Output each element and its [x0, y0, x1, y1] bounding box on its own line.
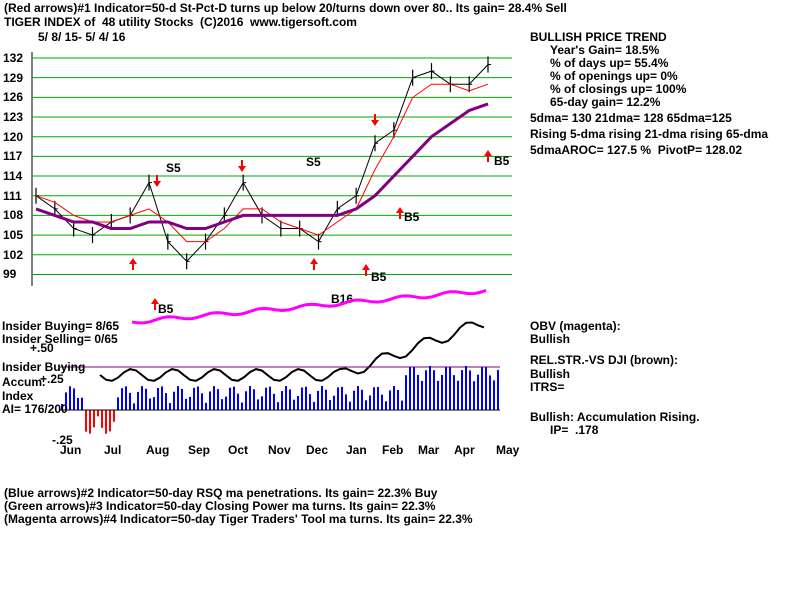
chart-title: TIGER INDEX of 48 utility Stocks (C)2016…: [4, 15, 357, 29]
relstr-line: [99, 321, 485, 382]
plus50-label: +.50: [30, 341, 54, 355]
ma65-line: [35, 102, 489, 230]
x-tick-label: Nov: [268, 443, 291, 457]
insider-buying-label: Insider Buying: [2, 360, 86, 374]
stat-line: Year's Gain= 18.5%: [550, 43, 660, 57]
plus25-label: +.25: [40, 372, 64, 386]
indicator-4-description: (Magenta arrows)#4 Indicator=50-day Tige…: [4, 512, 473, 526]
y-tick-label: 126: [3, 90, 24, 105]
signal-label: S5: [306, 155, 321, 169]
relstr-title: REL.STR.-VS DJI (brown):: [530, 353, 678, 367]
y-tick-label: 123: [3, 110, 24, 125]
ma-values: 5dma= 130 21dma= 128 65dma=125: [530, 111, 732, 125]
stat-line: % of days up= 55.4%: [550, 56, 669, 70]
minus25-label: -.25: [52, 433, 73, 447]
stat-line: 65-day gain= 12.2%: [550, 95, 661, 109]
x-tick-label: Mar: [418, 443, 440, 457]
x-tick-label: Dec: [306, 443, 329, 457]
rising-mas: Rising 5-dma rising 21-dma rising 65-dma: [530, 127, 769, 141]
x-tick-label: Jun: [60, 443, 82, 457]
stat-line: % of closings up= 100%: [550, 82, 687, 96]
signal-label: B5: [371, 270, 387, 284]
signal-label: S5: [166, 161, 181, 175]
aroc-pivot: 5dmaAROC= 127.5 % PivotP= 128.02: [530, 143, 743, 157]
x-tick-label: Jul: [104, 443, 122, 457]
red-arrow-down-icon: [238, 160, 246, 172]
x-tick-label: Feb: [382, 443, 404, 457]
x-tick-label: Apr: [454, 443, 475, 457]
accum-label: Accum.: [2, 375, 46, 389]
index-label: Index: [2, 389, 34, 403]
y-tick-label: 102: [3, 247, 24, 262]
red-arrow-down-icon: [371, 114, 379, 126]
y-tick-label: 105: [3, 228, 24, 243]
red-arrow-up-icon: [310, 258, 318, 270]
red-arrow-up-icon: [362, 264, 370, 276]
red-arrow-down-icon: [153, 175, 161, 187]
red-arrow-up-icon: [151, 298, 159, 310]
accum-status: Bullish: Accumulation Rising.: [530, 410, 700, 424]
y-tick-label: 117: [3, 149, 23, 164]
signal-label: B5: [404, 210, 420, 224]
insider-selling-count: Insider Selling= 0/65: [2, 332, 118, 346]
x-tick-label: Sep: [188, 443, 211, 457]
obv-title: OBV (magenta):: [530, 319, 621, 333]
date-range: 5/ 8/ 15- 5/ 4/ 16: [38, 30, 126, 44]
obv-status: Bullish: [530, 332, 571, 346]
x-tick-label: Oct: [228, 443, 249, 457]
x-tick-label: Aug: [146, 443, 170, 457]
y-tick-label: 108: [3, 208, 24, 223]
ma21-line: [35, 83, 489, 243]
obv-line: [131, 288, 487, 325]
red-arrow-up-icon: [396, 207, 404, 219]
ip-value: IP= .178: [550, 423, 599, 437]
signal-label: B5: [494, 154, 510, 168]
indicator-3-description: (Green arrows)#3 Indicator=50-day Closin…: [4, 499, 436, 513]
stat-line: % of openings up= 0%: [550, 69, 678, 83]
signal-label: B5: [158, 302, 174, 316]
trend-title: BULLISH PRICE TREND: [530, 30, 667, 44]
x-tick-label: Jan: [346, 443, 367, 457]
y-tick-label: 111: [3, 188, 22, 203]
relstr-status: Bullish: [530, 367, 571, 381]
indicator-2-description: (Blue arrows)#2 Indicator=50-day RSQ ma …: [4, 486, 438, 500]
y-tick-label: 114: [3, 169, 23, 184]
insider-buying-count: Insider Buying= 8/65: [2, 319, 120, 333]
itrs-label: ITRS=: [530, 380, 565, 394]
red-arrow-up-icon: [129, 258, 137, 270]
price-line: [35, 64, 489, 263]
y-tick-label: 99: [3, 267, 17, 282]
indicator-1-description: (Red arrows)#1 Indicator=50-d St-Pct-D t…: [4, 1, 567, 15]
y-tick-label: 129: [3, 70, 24, 85]
red-arrow-up-icon: [484, 150, 492, 162]
y-tick-label: 120: [3, 129, 24, 144]
x-tick-label: May: [496, 443, 520, 457]
y-tick-label: 132: [3, 51, 24, 65]
ai-label: AI= 176/200: [2, 402, 68, 416]
